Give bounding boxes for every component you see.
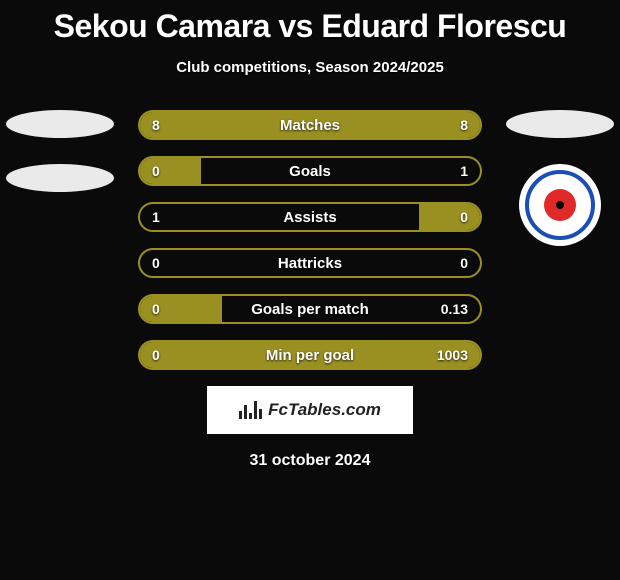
stat-label: Goals bbox=[140, 158, 480, 184]
player-right-avatar bbox=[506, 110, 614, 246]
stat-value-right: 0 bbox=[460, 250, 468, 276]
stat-row: 8Matches8 bbox=[138, 110, 482, 140]
soccer-ball-icon bbox=[544, 189, 576, 221]
stat-row: 0Goals1 bbox=[138, 156, 482, 186]
player-left-avatar bbox=[6, 110, 114, 192]
club-badge-ring bbox=[525, 170, 595, 240]
date-label: 31 october 2024 bbox=[0, 452, 620, 470]
stat-value-right: 1 bbox=[460, 158, 468, 184]
page-title: Sekou Camara vs Eduard Florescu bbox=[0, 0, 620, 45]
placeholder-ellipse bbox=[6, 110, 114, 138]
stat-row: 1Assists0 bbox=[138, 202, 482, 232]
club-badge bbox=[519, 164, 601, 246]
stats-list: 8Matches80Goals11Assists00Hattricks00Goa… bbox=[138, 110, 482, 370]
stat-row: 0Hattricks0 bbox=[138, 248, 482, 278]
placeholder-ellipse bbox=[6, 164, 114, 192]
stat-label: Hattricks bbox=[140, 250, 480, 276]
placeholder-ellipse bbox=[506, 110, 614, 138]
stat-value-right: 8 bbox=[460, 112, 468, 138]
stat-row: 0Min per goal1003 bbox=[138, 340, 482, 370]
stat-label: Min per goal bbox=[140, 342, 480, 368]
brand-logo-icon bbox=[239, 401, 262, 419]
stat-value-right: 0 bbox=[460, 204, 468, 230]
stat-row: 0Goals per match0.13 bbox=[138, 294, 482, 324]
stat-label: Goals per match bbox=[140, 296, 480, 322]
stat-label: Matches bbox=[140, 112, 480, 138]
brand-footer[interactable]: FcTables.com bbox=[207, 386, 413, 434]
brand-text: FcTables.com bbox=[268, 400, 381, 420]
subtitle: Club competitions, Season 2024/2025 bbox=[0, 59, 620, 76]
stat-value-right: 1003 bbox=[437, 342, 468, 368]
stat-value-right: 0.13 bbox=[441, 296, 468, 322]
stat-label: Assists bbox=[140, 204, 480, 230]
